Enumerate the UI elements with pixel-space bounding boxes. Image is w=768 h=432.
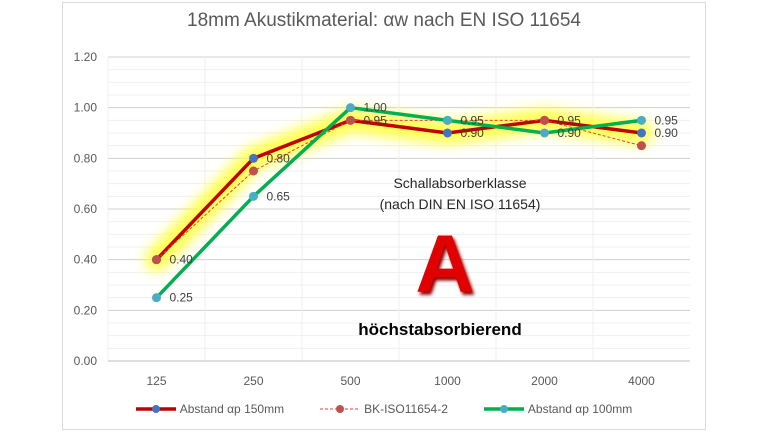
y-tick-label: 0.00: [74, 354, 98, 368]
data-point: [637, 141, 646, 151]
data-label: 0.90: [461, 126, 485, 140]
x-tick-label: 1000: [434, 374, 461, 388]
data-label: 0.25: [170, 291, 194, 305]
y-tick-label: 0.40: [74, 253, 98, 267]
data-label: 0.65: [267, 189, 291, 203]
legend-swatch: [320, 405, 361, 413]
data-point: [249, 191, 258, 201]
series-line: [156, 119, 642, 261]
data-point: [540, 115, 549, 125]
data-point: [249, 153, 258, 163]
x-tick-label: 2000: [531, 374, 558, 388]
data-point: [152, 293, 161, 303]
data-label: 0.80: [267, 151, 291, 165]
legend: Abstand αp 150mm BK-ISO11654-2 Abstand αp …: [0, 402, 768, 416]
legend-swatch: [483, 405, 524, 413]
x-tick-label: 250: [243, 374, 263, 388]
data-point: [637, 128, 646, 138]
data-label: 0.95: [461, 113, 485, 127]
data-point: [249, 166, 258, 176]
data-label: 0.90: [558, 126, 582, 140]
data-label: 1.00: [364, 101, 388, 115]
x-tick-label: 4000: [628, 374, 655, 388]
data-point: [152, 255, 161, 265]
y-tick-label: 0.20: [74, 303, 98, 317]
y-tick-label: 1.20: [74, 50, 98, 64]
legend-item: BK-ISO11654-2: [320, 402, 448, 416]
y-tick-label: 0.60: [74, 202, 98, 216]
class-subtitle: (nach DIN EN ISO 11654): [379, 196, 541, 212]
legend-item: Abstand αp 150mm: [135, 402, 285, 416]
legend-label: Abstand αp 100mm: [527, 402, 633, 416]
data-label: 0.40: [170, 253, 194, 267]
class-annotation: Schallabsorberklasse (nach DIN EN ISO 116…: [360, 173, 560, 215]
data-point: [637, 115, 646, 125]
series-line: [155, 105, 642, 299]
chart-title: 18mm Akustikmaterial: αw nach EN ISO 116…: [187, 10, 581, 31]
data-point: [346, 103, 355, 113]
data-label: 0.95: [364, 113, 388, 127]
class-description: höchstabsorbierend: [358, 320, 522, 339]
class-title: Schallabsorberklasse: [393, 175, 527, 191]
y-tick-label: 0.80: [74, 151, 98, 165]
legend-swatch: [135, 405, 176, 413]
legend-item: Abstand αp 100mm: [483, 402, 633, 416]
data-point: [443, 115, 452, 125]
legend-label: Abstand αp 150mm: [179, 402, 285, 416]
data-point: [346, 115, 355, 125]
data-label: 0.90: [655, 126, 679, 140]
data-label: 0.95: [558, 113, 582, 127]
class-letter: A: [415, 219, 475, 310]
data-label: 0.95: [655, 113, 679, 127]
series-line: [155, 118, 642, 261]
x-tick-label: 500: [340, 374, 360, 388]
legend-label: BK-ISO11654-2: [364, 402, 448, 416]
data-point: [540, 128, 549, 138]
chart-frame: [62, 2, 706, 430]
data-point: [443, 128, 452, 138]
x-tick-label: 125: [146, 374, 166, 388]
y-tick-label: 1.00: [74, 101, 98, 115]
